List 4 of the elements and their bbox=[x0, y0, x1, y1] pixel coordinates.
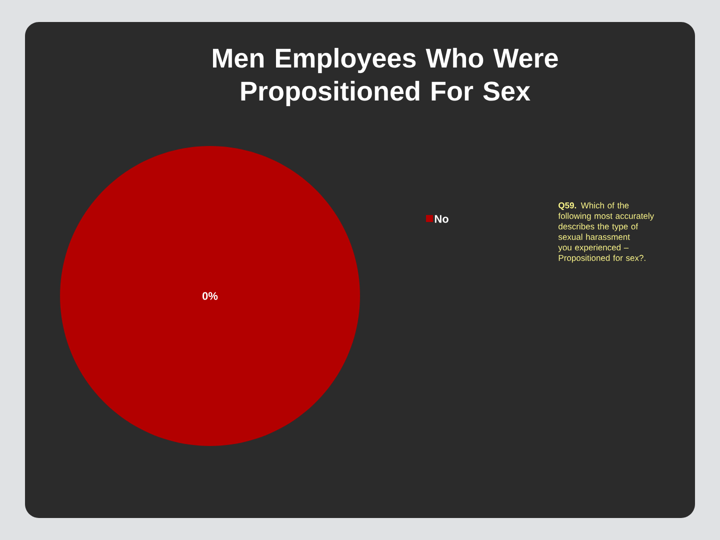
text: Q59. Which of the following most accurately describes the type of sexual harassment you experienced – Propositioned for sex?. bbox=[558, 202, 654, 263]
legend-label: No bbox=[434, 215, 448, 223]
chart-title: Men Employees Who Were Propositioned For Sex bbox=[213, 48, 558, 106]
text: 0% bbox=[202, 292, 218, 300]
